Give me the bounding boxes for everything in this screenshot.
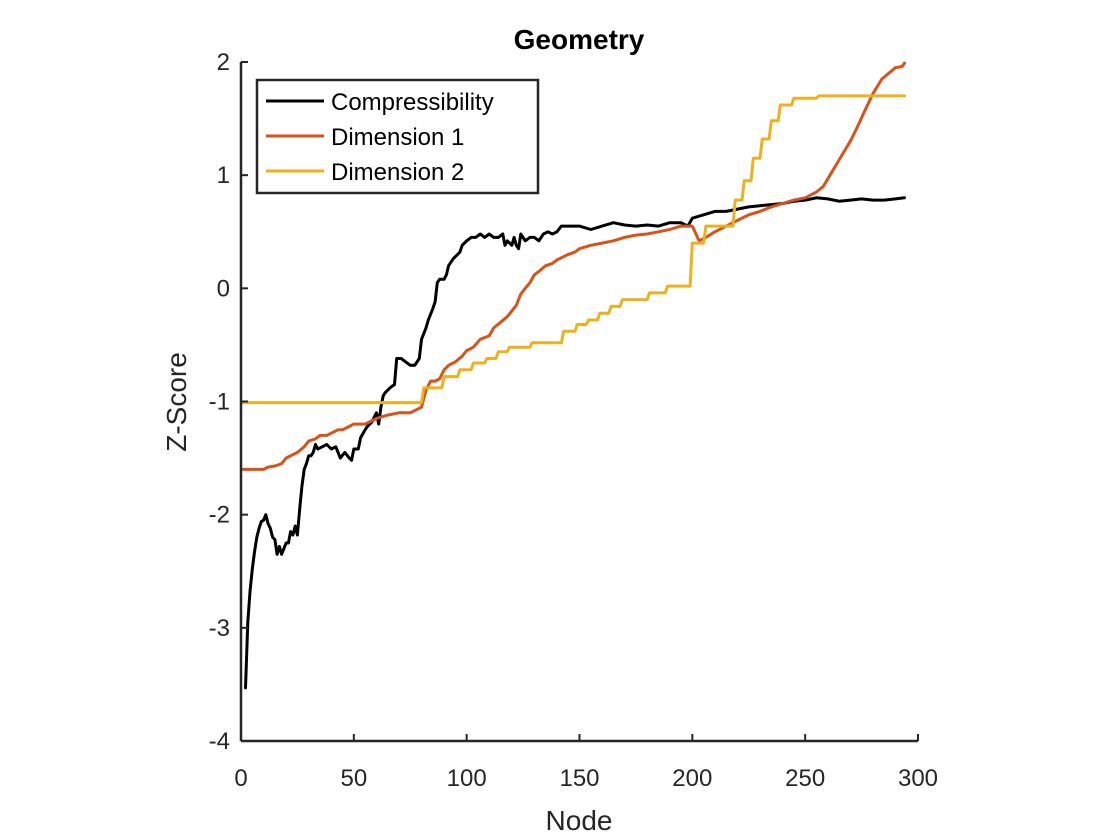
x-tick-label: 150	[559, 765, 599, 792]
x-tick-label: 300	[898, 765, 938, 792]
axes: -4 -3 -2 -1 0 1 2 0 50 100 150 200 250 300	[209, 49, 938, 792]
legend-label-1: Compressibility	[331, 89, 494, 116]
y-tick-label: -4	[209, 728, 230, 755]
x-tick-label: 100	[447, 765, 487, 792]
y-tick-label: 2	[217, 49, 230, 76]
y-tick-label: 0	[217, 275, 230, 302]
x-tick-label: 200	[672, 765, 712, 792]
legend: Compressibility Dimension 1 Dimension 2	[255, 78, 540, 195]
series-line-2	[241, 61, 906, 471]
x-tick-label: 50	[340, 765, 367, 792]
x-tick-label: 0	[234, 765, 247, 792]
plot-area	[241, 61, 906, 690]
y-axis-label: Z-Score	[161, 352, 192, 452]
chart-title: Geometry	[514, 24, 645, 55]
y-tick-label: -2	[209, 502, 230, 529]
series-line-3	[241, 94, 906, 405]
legend-label-3: Dimension 2	[331, 159, 464, 186]
x-tick-label: 250	[785, 765, 825, 792]
y-tick-label: -1	[209, 389, 230, 416]
y-tick-label: 1	[217, 162, 230, 189]
series-line-1	[244, 196, 906, 690]
legend-label-2: Dimension 1	[331, 124, 464, 151]
y-tick-label: -3	[209, 615, 230, 642]
x-axis-label: Node	[546, 805, 613, 836]
